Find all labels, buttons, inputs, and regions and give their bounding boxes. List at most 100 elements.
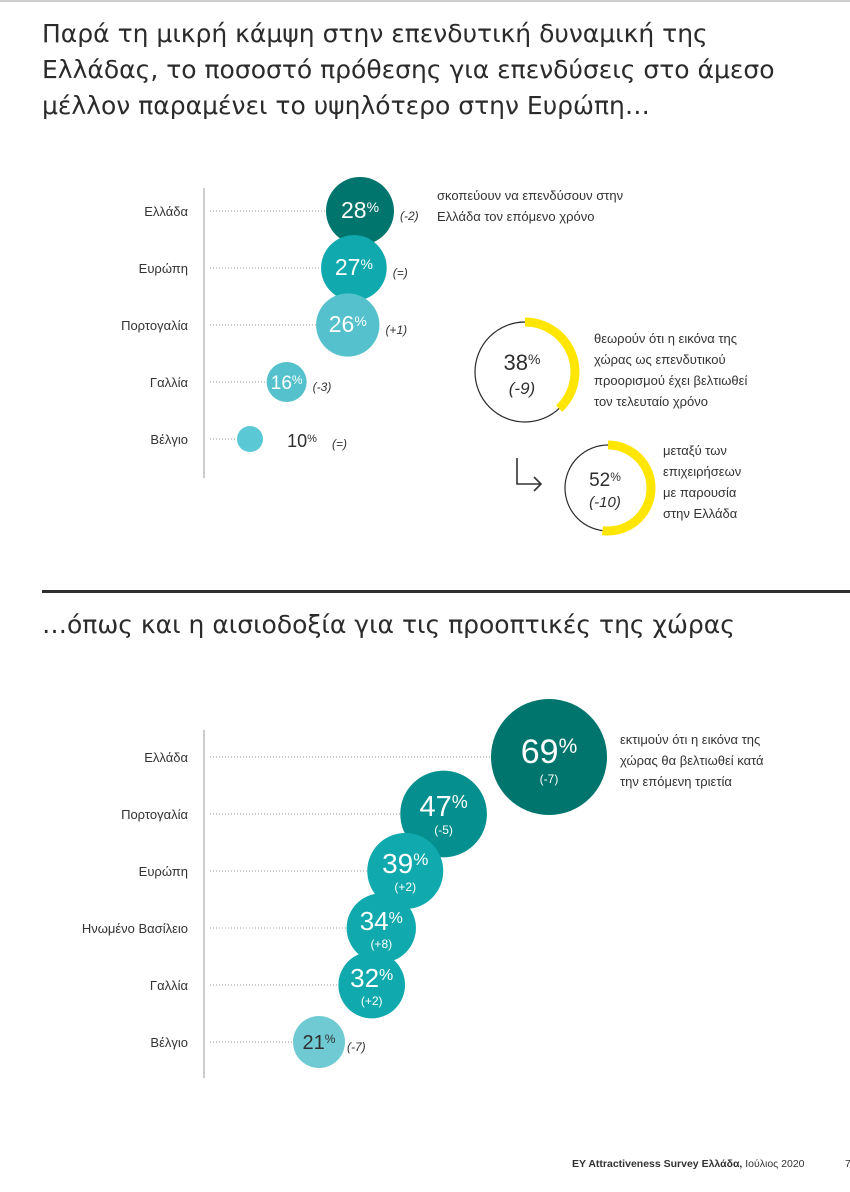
chart1-donut-label-line: μεταξύ των [663, 443, 727, 458]
chart2-category-label: Ευρώπη [139, 864, 188, 879]
chart2-value-label-sign: % [379, 967, 393, 984]
chart2-value-label-number: 69 [521, 733, 559, 771]
chart2-value-label-number: 21 [303, 1032, 325, 1054]
chart2-category-label: Βέλγιο [150, 1035, 188, 1050]
chart2-bubble [338, 951, 406, 1019]
chart2-category-label: Ηνωμένο Βασίλειο [82, 921, 188, 936]
chart1-category-label: Βέλγιο [150, 432, 188, 447]
section-2-headline: …όπως και η αισιοδοξία για τις προοπτικέ… [42, 610, 735, 639]
chart1-value-label-sign: % [307, 433, 317, 445]
chart1-value-label-sign: % [292, 373, 303, 387]
chart1-value-label-number: 16 [271, 373, 292, 394]
chart1-value-label: 27% [335, 254, 373, 280]
footer-source: EY Attractiveness Survey Ελλάδα, Ιούλιος… [572, 1158, 805, 1170]
chart2-category-label: Πορτογαλία [121, 807, 188, 822]
chart2-value-label: 47% [419, 791, 467, 823]
chart2-value-label-sign: % [325, 1032, 336, 1046]
chart2-bubble [367, 833, 444, 909]
chart1-donut-value: 38% [504, 350, 541, 375]
chart2-value-label-number: 39 [382, 848, 413, 879]
chart1-category-label: Ελλάδα [144, 204, 188, 219]
chart1-donut-arc [470, 317, 580, 427]
chart1-donut-value: 52% [589, 470, 621, 491]
chart1-bubble [237, 426, 263, 452]
chart1-value-label: 16% [271, 373, 303, 394]
investment-intention-chart: Ελλάδα 28% (-2) Ευρώπη 27% (=) Πορτογαλία 26% (+… [121, 177, 747, 536]
chart1-change-label: (-2) [400, 209, 419, 223]
chart1-donut-change: (-9) [509, 379, 535, 398]
chart1-category-label: Γαλλία [150, 375, 189, 390]
chart2-value-label-sign: % [413, 850, 428, 869]
chart1-donut-label-line: θεωρούν ότι η εικόνα της [594, 331, 737, 346]
chart2-value-label: 39% [382, 848, 428, 879]
chart1-change-label: (+1) [385, 323, 407, 337]
chart2-bubble [491, 699, 607, 815]
chart1-donut-value-sign: % [528, 351, 540, 367]
chart2-value-label-sign: % [559, 735, 578, 758]
chart1-donut-label-line: στην Ελλάδα [663, 506, 738, 521]
chart1-donut-value-sign: % [610, 470, 621, 484]
chart1-value-label-number: 27 [335, 254, 361, 280]
chart1-donut-value-number: 38 [504, 350, 528, 375]
chart1-annotation-line: Ελλάδα τον επόμενο χρόνο [437, 209, 594, 224]
page-number: 7 [845, 1158, 850, 1170]
chart1-donut-label-line: χώρας ως επενδυτικού [594, 352, 726, 367]
chart1-value-label-sign: % [360, 256, 372, 272]
chart2-change-label: (-5) [434, 823, 453, 837]
chart2-annotation-line: την επόμενη τριετία [620, 774, 732, 789]
chart1-donut-change: (-10) [589, 494, 621, 511]
top-rule [0, 0, 850, 2]
chart1-value-label-sign: % [367, 199, 379, 215]
chart1-donut-label-line: προορισμού έχει βελτιωθεί [594, 373, 747, 388]
chart1-value-label-number: 26 [329, 311, 355, 337]
chart2-change-label: (+2) [394, 880, 416, 894]
chart2-value-label: 69% [521, 733, 578, 771]
footer-source-title: EY Attractiveness Survey Ελλάδα, [572, 1158, 743, 1170]
chart1-value-label: 26% [329, 311, 367, 337]
chart1-value-label: 10% [287, 431, 317, 451]
chart2-value-label: 21% [303, 1032, 336, 1054]
chart2-annotation-line: χώρας θα βελτιωθεί κατά [620, 753, 764, 768]
chart1-category-label: Ευρώπη [139, 261, 188, 276]
chart2-value-label: 32% [350, 963, 393, 993]
chart1-bubble [316, 293, 380, 357]
chart1-value-label-number: 28 [341, 197, 367, 223]
chart2-value-label-number: 34 [360, 906, 389, 936]
chart1-annotation-line: σκοπεύουν να επενδύσουν στην [437, 188, 623, 203]
chart2-category-label: Ελλάδα [144, 750, 188, 765]
section-1-headline: Παρά τη μικρή κάμψη στην επενδυτική δυνα… [42, 19, 775, 120]
chart1-value-label-number: 10 [287, 431, 307, 451]
section-divider [42, 590, 850, 593]
arrow-icon [516, 458, 543, 492]
chart2-bubble [400, 770, 487, 858]
chart1-bubble [321, 235, 387, 301]
chart2-change-label: (-7) [540, 772, 559, 786]
chart1-change-label: (=) [332, 437, 347, 451]
chart1-value-label: 28% [341, 197, 379, 223]
chart1-donut-label-line: επιχειρήσεων [663, 464, 741, 479]
chart2-value-label-sign: % [389, 910, 403, 927]
chart1-change-label: (-3) [313, 380, 332, 394]
chart2-annotation-line: εκτιμούν ότι η εικόνα της [620, 732, 760, 747]
chart1-bubble [326, 177, 394, 245]
footer-date: Ιούλιος 2020 [742, 1158, 805, 1170]
chart1-donut-value-number: 52 [589, 470, 610, 491]
chart2-change-label: (-7) [347, 1040, 366, 1054]
chart1-change-label: (=) [393, 266, 408, 280]
chart2-value-label: 34% [360, 906, 403, 936]
chart1-donut-arc [560, 440, 656, 536]
chart2-change-label: (+2) [361, 994, 383, 1008]
chart2-category-label: Γαλλία [150, 978, 189, 993]
chart1-donut-label-line: τον τελευταίο χρόνο [594, 394, 708, 409]
chart2-value-label-number: 47 [419, 791, 451, 823]
chart2-change-label: (+8) [370, 937, 392, 951]
chart2-value-label-number: 32 [350, 963, 379, 993]
optimism-chart: Ελλάδα 69%(-7)Πορτογαλία 47%(-5)Ευρώπη 39%(… [82, 699, 764, 1078]
chart1-donut-label-line: με παρουσία [663, 485, 737, 500]
chart2-bubble [293, 1016, 345, 1068]
chart1-value-label-sign: % [354, 313, 366, 329]
chart1-bubble [266, 362, 307, 402]
chart1-category-label: Πορτογαλία [121, 318, 188, 333]
chart2-bubble [346, 893, 416, 963]
chart2-value-label-sign: % [452, 792, 468, 812]
